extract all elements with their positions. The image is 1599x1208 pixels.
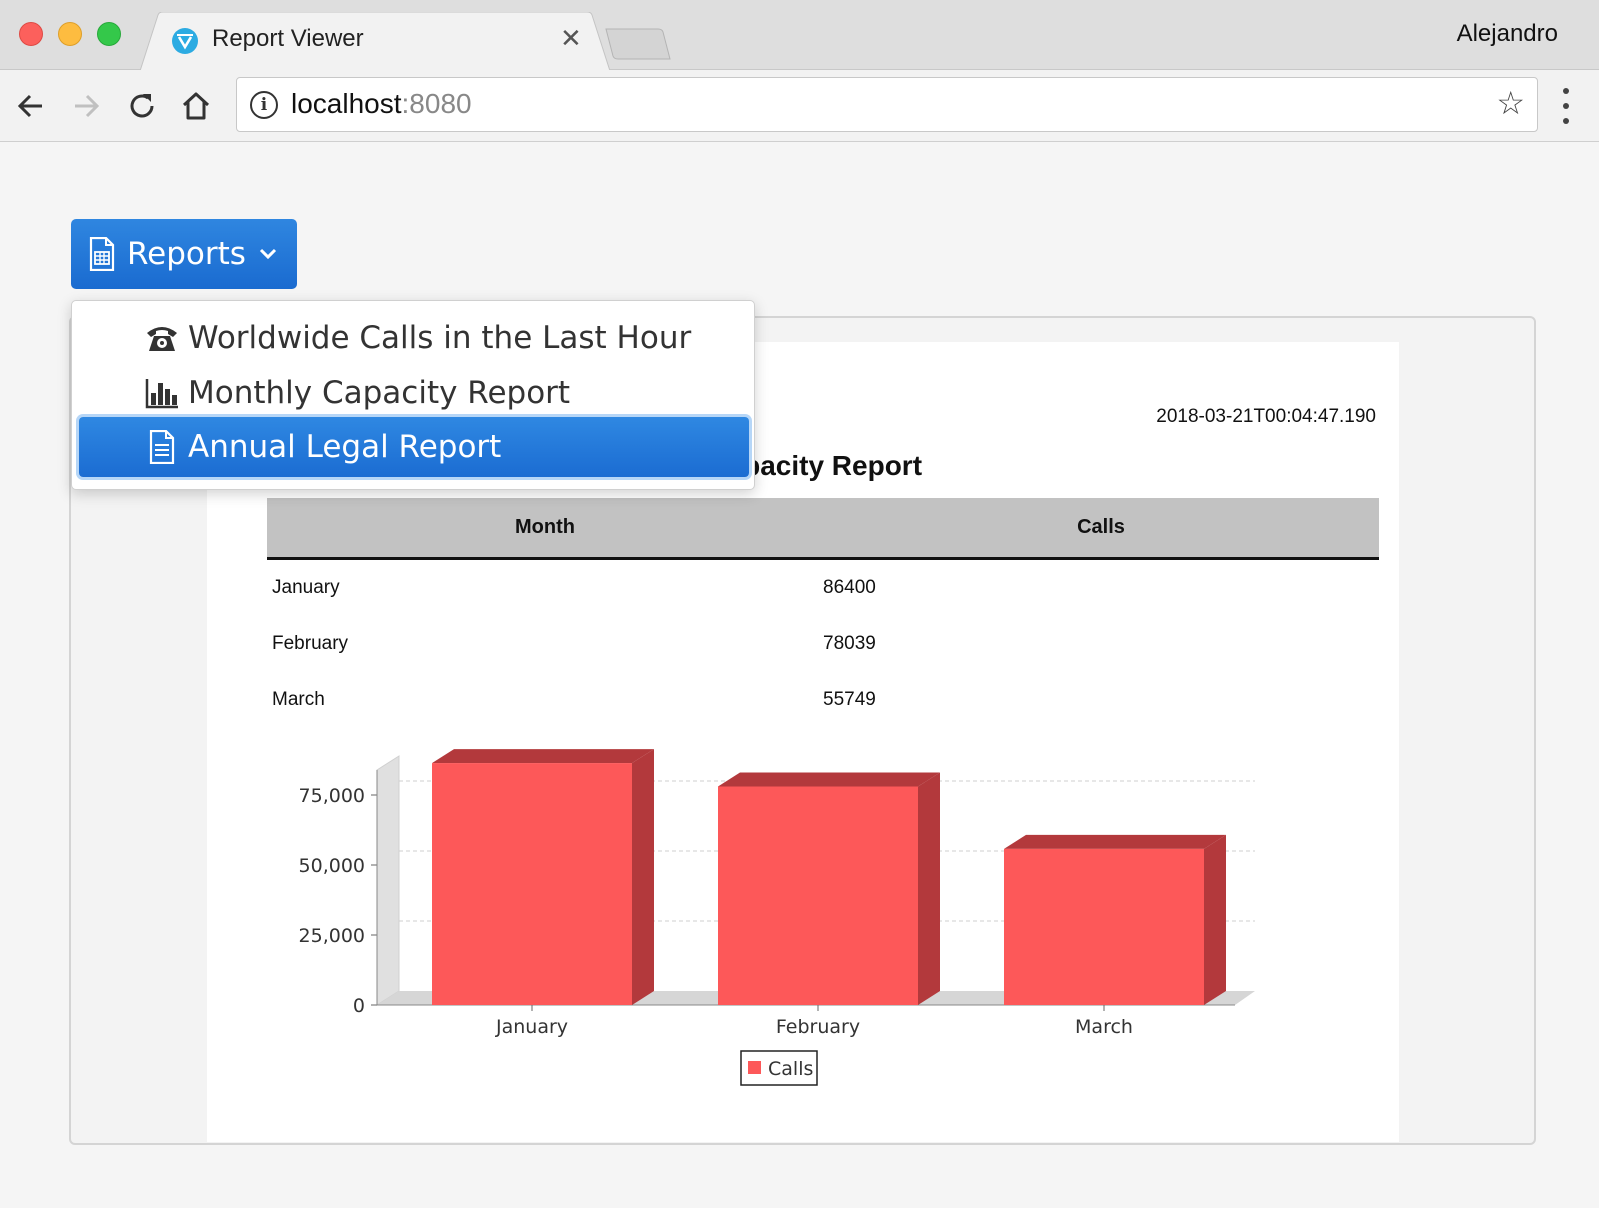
table-header: Month Calls — [267, 498, 1379, 560]
tab-shape — [140, 12, 610, 71]
menu-item-label: Monthly Capacity Report — [188, 375, 571, 411]
tab-close-icon[interactable]: ✕ — [560, 24, 582, 54]
reload-icon[interactable] — [122, 86, 162, 126]
browser-menu-icon[interactable] — [1558, 88, 1574, 124]
url-port: :8080 — [401, 88, 472, 119]
menu-item-worldwide-calls[interactable]: Worldwide Calls in the Last Hour — [72, 310, 756, 366]
report-document-icon — [89, 237, 115, 271]
browser-toolbar: i localhost:8080 ☆ — [0, 70, 1599, 142]
bar-side — [1204, 834, 1226, 1005]
bar-side — [632, 749, 654, 1005]
profile-name[interactable]: Alejandro — [1456, 20, 1558, 47]
menu-item-label: Worldwide Calls in the Last Hour — [188, 320, 692, 356]
menu-item-label: Annual Legal Report — [188, 429, 502, 465]
y-tick-label: 75,000 — [299, 785, 365, 807]
document-icon — [145, 430, 179, 464]
new-tab-button[interactable] — [604, 28, 672, 60]
y-tick-label: 0 — [353, 995, 365, 1017]
bar-february — [718, 786, 918, 1005]
browser-tab-bar: Report Viewer ✕ Alejandro — [0, 0, 1599, 71]
cell-month: March — [272, 689, 325, 710]
column-header-month: Month — [515, 516, 575, 538]
info-icon[interactable]: i — [250, 91, 278, 119]
y-tick-label: 25,000 — [299, 925, 365, 947]
reports-menu-button[interactable]: Reports — [71, 219, 297, 289]
url-text[interactable]: localhost:8080 — [291, 88, 472, 120]
back-arrow-icon[interactable] — [11, 86, 51, 126]
table-row: February 78039 — [267, 616, 1379, 672]
url-host: localhost — [291, 88, 402, 119]
vaadin-favicon-icon — [172, 28, 198, 54]
report-table: Month Calls January 86400 February 78039… — [267, 498, 1379, 728]
close-window-button[interactable] — [19, 22, 43, 46]
reports-dropdown-menu: Worldwide Calls in the Last Hour Monthly… — [71, 300, 755, 490]
bar-top — [718, 772, 940, 787]
maximize-window-button[interactable] — [97, 22, 121, 46]
address-bar[interactable]: i localhost:8080 ☆ — [236, 77, 1538, 132]
bar-chart-icon — [145, 376, 179, 410]
x-tick-label: February — [776, 1016, 860, 1038]
menu-item-annual-legal[interactable]: Annual Legal Report — [79, 417, 749, 477]
table-row: January 86400 — [267, 560, 1379, 616]
bar-top — [1004, 834, 1226, 849]
cell-month: January — [272, 577, 340, 598]
cell-calls: 78039 — [823, 633, 876, 654]
calls-bar-chart: 0 25,000 50,000 75,000 January February March C… — [299, 749, 1255, 1086]
y-tick-label: 50,000 — [299, 855, 365, 877]
legend-swatch — [748, 1061, 761, 1074]
cell-calls: 55749 — [823, 689, 876, 710]
minimize-window-button[interactable] — [58, 22, 82, 46]
legend-label: Calls — [768, 1058, 813, 1080]
table-row: March 55749 — [267, 672, 1379, 728]
menu-item-monthly-capacity[interactable]: Monthly Capacity Report — [72, 365, 756, 421]
phone-icon — [145, 321, 179, 355]
chevron-down-icon — [259, 248, 276, 260]
bar-january — [432, 763, 632, 1005]
chart-side-wall — [376, 755, 400, 1006]
cell-month: February — [272, 633, 349, 654]
report-timestamp: 2018-03-21T00:04:47.190 — [1156, 406, 1376, 427]
x-tick-label: March — [1075, 1016, 1133, 1038]
x-tick-label: January — [495, 1016, 568, 1038]
bar-top — [432, 749, 654, 764]
browser-tab[interactable]: Report Viewer ✕ — [140, 12, 610, 71]
bar-side — [918, 772, 940, 1005]
forward-arrow-icon[interactable] — [66, 86, 106, 126]
bar-march — [1004, 848, 1204, 1005]
cell-calls: 86400 — [823, 577, 876, 598]
tab-title: Report Viewer — [212, 25, 364, 52]
column-header-calls: Calls — [1077, 516, 1125, 538]
home-icon[interactable] — [176, 86, 216, 126]
reports-button-label: Reports — [127, 236, 246, 272]
bookmark-star-icon[interactable]: ☆ — [1496, 84, 1525, 122]
